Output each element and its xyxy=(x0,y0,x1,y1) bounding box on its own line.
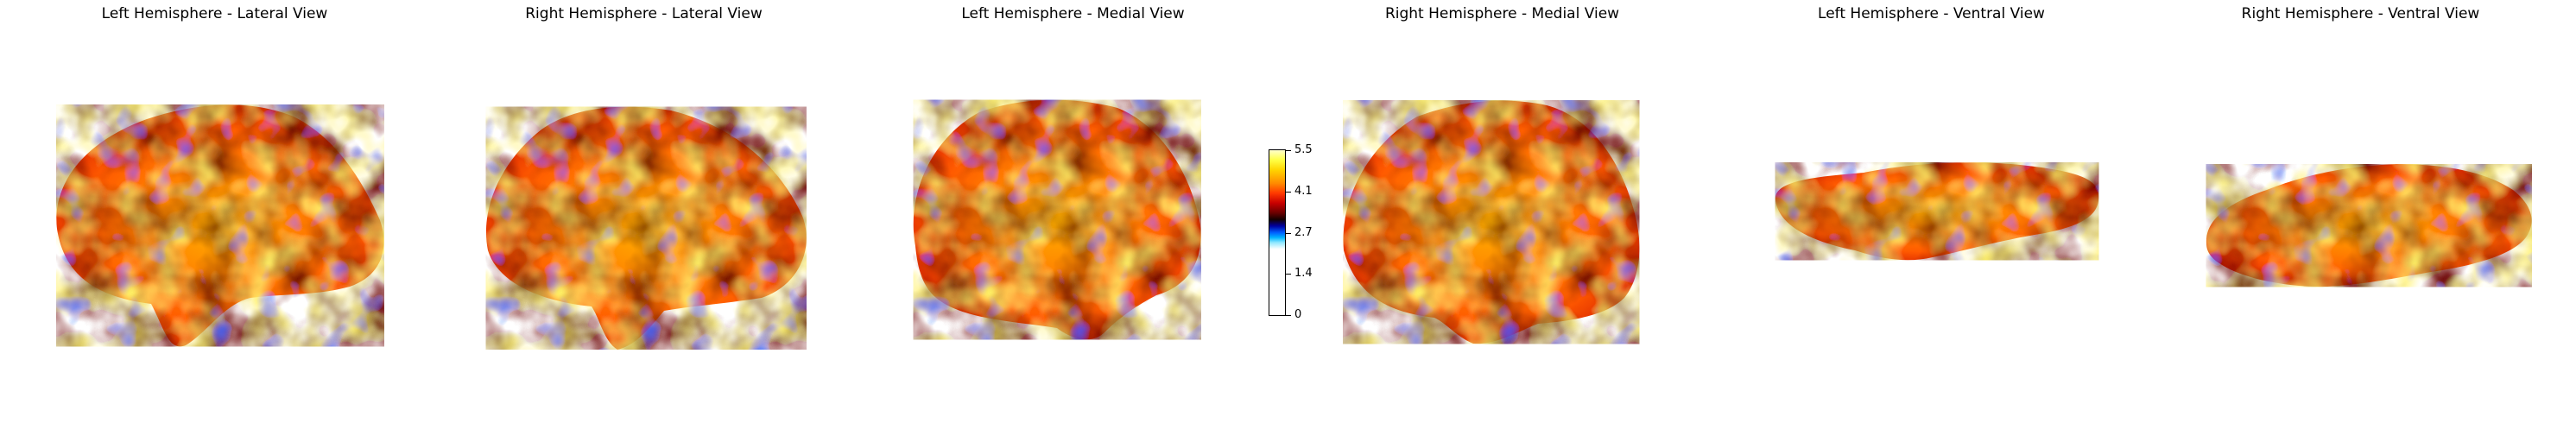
panel-title: Right Hemisphere - Ventral View xyxy=(2241,5,2480,22)
panel-left-ventral: Left Hemisphere - Ventral View xyxy=(1717,0,2146,442)
colorbar-tick xyxy=(1286,233,1291,234)
colorbar-tick-label: 4.1 xyxy=(1294,185,1313,198)
panel-right-lateral: Right Hemisphere - Lateral View xyxy=(429,0,858,442)
panel-left-lateral: Left Hemisphere - Lateral View xyxy=(0,0,429,442)
colorbar-tick xyxy=(1286,150,1291,151)
panel-title: Right Hemisphere - Medial View xyxy=(1384,5,1620,22)
colorbar-tick-label: 0 xyxy=(1294,308,1302,321)
panel-right-ventral: Right Hemisphere - Ventral View xyxy=(2146,0,2575,442)
colorbar-tick xyxy=(1286,315,1291,316)
colorbar-tick-label: 1.4 xyxy=(1294,267,1313,280)
panel-title: Right Hemisphere - Lateral View xyxy=(525,5,763,22)
panel-title: Left Hemisphere - Lateral View xyxy=(101,5,328,22)
colorbar-tick xyxy=(1286,192,1291,193)
panel-title: Left Hemisphere - Medial View xyxy=(961,5,1185,22)
brain-surface-left-ventral xyxy=(1775,162,2099,261)
colorbar-tick xyxy=(1286,274,1291,275)
colorbar xyxy=(1269,149,1286,316)
colorbar-tick-label: 5.5 xyxy=(1294,143,1313,156)
brain-surface-left-medial xyxy=(913,99,1201,340)
brain-surface-right-lateral xyxy=(485,106,807,350)
panel-title: Left Hemisphere - Ventral View xyxy=(1818,5,2045,22)
brain-surface-right-ventral xyxy=(2206,164,2532,287)
brain-surface-right-medial xyxy=(1343,100,1640,344)
colorbar-tick-label: 2.7 xyxy=(1294,226,1313,239)
panel-right-medial: Right Hemisphere - Medial View xyxy=(1288,0,1717,442)
brain-surface-left-lateral xyxy=(56,104,384,347)
panel-left-medial: Left Hemisphere - Medial View xyxy=(858,0,1288,442)
